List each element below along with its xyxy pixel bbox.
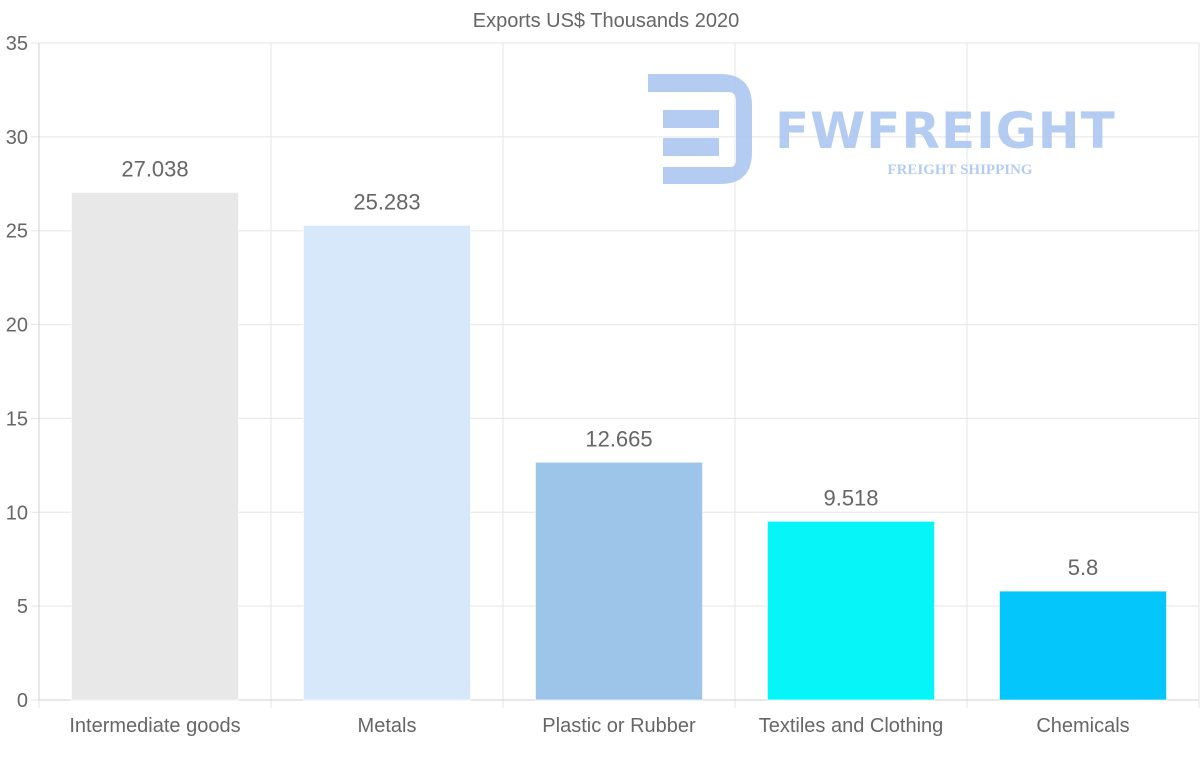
fwfreight-logo-icon [648, 74, 752, 184]
y-tick-label: 15 [6, 408, 28, 430]
y-axis-ticks: 0 5 10 15 20 25 30 35 [6, 33, 28, 712]
data-labels: 27.038 25.283 12.665 9.518 5.8 [121, 156, 1098, 580]
watermark-tagline: FREIGHT SHIPPING [887, 162, 1032, 178]
x-tick-label: Metals [358, 715, 417, 737]
chart-title: Exports US$ Thousands 2020 [473, 10, 739, 32]
bar-textiles-and-clothing [766, 520, 936, 701]
bar-value-label: 12.665 [585, 426, 652, 451]
y-tick-label: 0 [17, 690, 28, 712]
bar-value-label: 25.283 [353, 189, 420, 214]
x-axis-ticks: Intermediate goods Metals Plastic or Rubbe… [69, 715, 1129, 737]
watermark-brand: FWFREIGHT [775, 102, 1116, 160]
y-tick-label: 25 [6, 221, 28, 243]
bar-chemicals [998, 590, 1168, 701]
watermark: FWFREIGHT FREIGHT SHIPPING [648, 74, 1116, 184]
bar-value-label: 5.8 [1068, 555, 1099, 580]
bar-value-label: 9.518 [823, 485, 878, 510]
x-tick-label: Intermediate goods [69, 715, 240, 737]
y-tick-label: 30 [6, 127, 28, 149]
x-tick-label: Chemicals [1036, 715, 1129, 737]
y-tick-label: 20 [6, 315, 28, 337]
bar-value-label: 27.038 [121, 156, 188, 181]
bars [70, 191, 1168, 701]
y-tick-label: 10 [6, 502, 28, 524]
y-tick-label: 5 [17, 596, 28, 618]
y-tick-label: 35 [6, 33, 28, 55]
bar-intermediate-goods [70, 191, 240, 701]
bar-plastic-or-rubber [534, 461, 704, 701]
x-tick-label: Textiles and Clothing [759, 715, 944, 737]
bar-metals [302, 224, 472, 701]
x-tick-label: Plastic or Rubber [542, 715, 696, 737]
